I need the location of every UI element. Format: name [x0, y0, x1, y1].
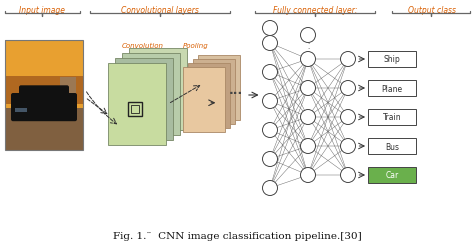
Bar: [193, 60, 235, 124]
Bar: [5, 41, 83, 150]
Text: Car: Car: [385, 171, 399, 180]
Circle shape: [340, 52, 356, 67]
Bar: [368, 110, 416, 126]
Circle shape: [263, 94, 277, 109]
Text: Pooling: Pooling: [183, 43, 209, 49]
Bar: [188, 64, 230, 128]
Bar: [198, 56, 240, 120]
FancyBboxPatch shape: [11, 94, 77, 122]
FancyBboxPatch shape: [19, 86, 69, 105]
Circle shape: [263, 65, 277, 80]
Circle shape: [301, 139, 316, 154]
Bar: [5, 109, 83, 150]
FancyBboxPatch shape: [5, 77, 83, 104]
Bar: [368, 81, 416, 96]
Bar: [368, 167, 416, 183]
Circle shape: [340, 110, 356, 125]
Bar: [60, 78, 76, 109]
Circle shape: [340, 139, 356, 154]
Text: Output class: Output class: [408, 6, 456, 15]
Bar: [129, 49, 187, 130]
Text: ·
·
·: · · ·: [307, 41, 309, 58]
Circle shape: [301, 110, 316, 125]
Text: Input image: Input image: [19, 6, 65, 15]
Text: Bus: Bus: [385, 142, 399, 151]
Bar: [122, 54, 180, 136]
Text: ·  ·  ·: · · ·: [265, 22, 274, 40]
Circle shape: [301, 28, 316, 43]
Bar: [128, 103, 142, 117]
Bar: [368, 138, 416, 154]
Circle shape: [340, 81, 356, 96]
Circle shape: [301, 52, 316, 67]
Text: ...: ...: [229, 84, 243, 97]
Bar: [368, 52, 416, 68]
Circle shape: [263, 22, 277, 36]
Text: Fully connected layer:: Fully connected layer:: [273, 6, 357, 15]
Text: Train: Train: [383, 113, 401, 122]
Circle shape: [263, 181, 277, 196]
Circle shape: [263, 152, 277, 167]
Bar: [5, 41, 83, 109]
Text: Convolution: Convolution: [122, 43, 164, 49]
Circle shape: [301, 81, 316, 96]
Circle shape: [263, 36, 277, 51]
Text: Plane: Plane: [382, 84, 402, 93]
Bar: [131, 106, 139, 114]
Text: Ship: Ship: [383, 55, 401, 64]
Bar: [115, 59, 173, 140]
Circle shape: [301, 168, 316, 183]
Bar: [15, 108, 27, 112]
Circle shape: [263, 123, 277, 138]
Bar: [108, 64, 166, 146]
Text: Fig. 1.¨  CNN image classification pipeline.[30]: Fig. 1.¨ CNN image classification pipeli…: [113, 232, 361, 240]
Circle shape: [340, 168, 356, 183]
Bar: [183, 68, 225, 132]
Text: Convolutional layers: Convolutional layers: [121, 6, 199, 15]
